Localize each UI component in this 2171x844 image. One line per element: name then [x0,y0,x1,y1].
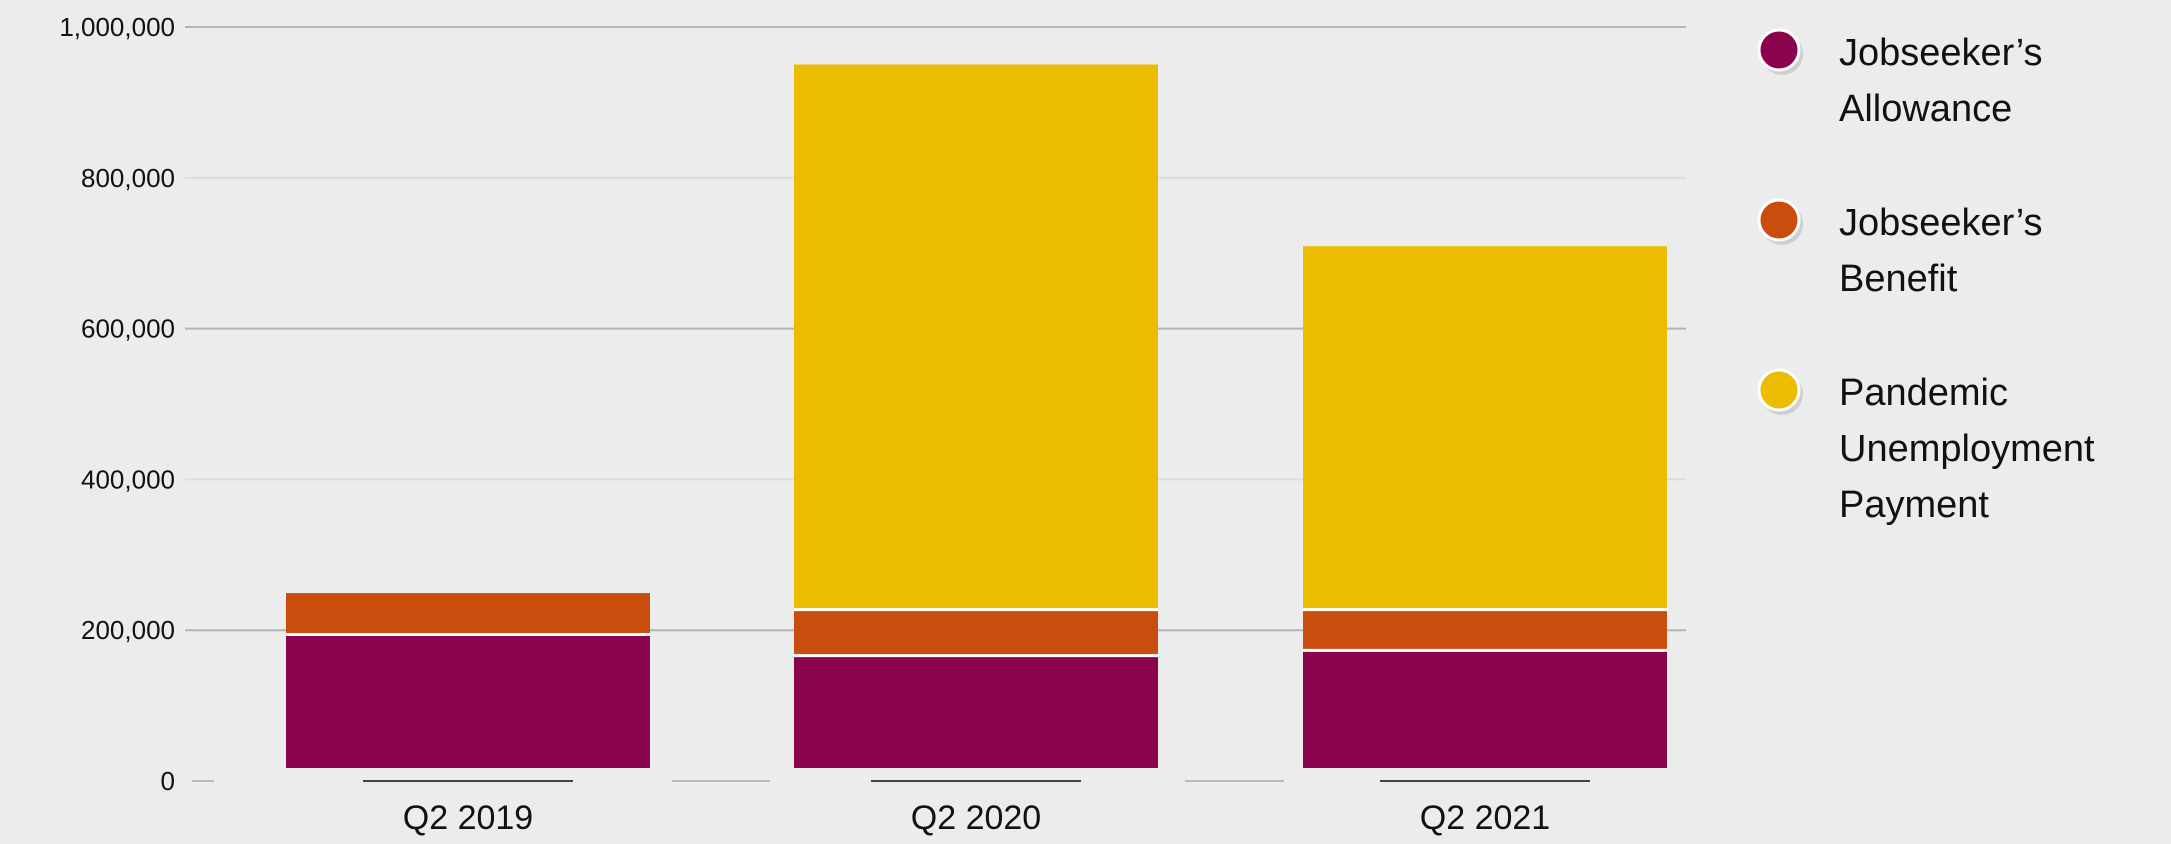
y-tick-label: 800,000 [81,163,175,193]
bar-segment-q2-2021-2 [1303,246,1667,610]
y-tick-label: 200,000 [81,615,175,645]
legend-marker [1757,368,1801,412]
x-tick-label: Q2 2020 [911,799,1041,837]
x-tick-label: Q2 2021 [1420,799,1550,837]
legend-marker [1757,198,1801,242]
bar-segment-q2-2019-1 [286,593,650,635]
bar-segment-q2-2020-1 [794,609,1158,656]
bar-segment-q2-2019-0 [286,634,650,768]
y-tick-label: 600,000 [81,314,175,344]
bar-segment-q2-2020-2 [794,64,1158,610]
legend-label: Benefit [1839,258,1958,300]
bar-segment-q2-2020-0 [794,655,1158,768]
axes: 0 200,000 400,000 600,000 800,000 1,000,000 Q2… [59,12,1590,837]
legend-label: Jobseeker’s [1839,32,2043,74]
bar-segment-q2-2021-1 [1303,609,1667,651]
y-tick-label: 1,000,000 [59,12,175,42]
legend-marker [1757,28,1801,72]
legend-label: Allowance [1839,88,2012,130]
legend-label: Pandemic [1839,372,2008,414]
legend-label: Jobseeker’s [1839,202,2043,244]
bar-segment-q2-2021-0 [1303,650,1667,768]
legend-label: Unemployment [1839,428,2095,470]
legend: Jobseeker’s Allowance Jobseeker’s Benefit Pa… [1757,28,2095,526]
x-tick-label: Q2 2019 [403,799,533,837]
y-tick-label: 400,000 [81,464,175,494]
legend-label: Payment [1839,484,1989,526]
y-tick-label: 0 [161,766,175,796]
bars [286,64,1667,768]
